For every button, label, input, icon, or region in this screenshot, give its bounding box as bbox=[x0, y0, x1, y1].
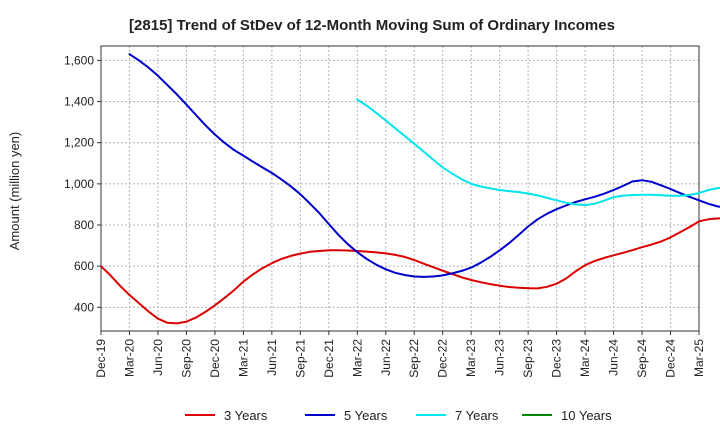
y-tick-label: 1,400 bbox=[64, 95, 94, 109]
series-layer bbox=[100, 53, 720, 325]
grid bbox=[100, 46, 700, 331]
x-tick-label: Sep-23 bbox=[521, 339, 535, 378]
legend-label: 7 Years bbox=[455, 408, 499, 423]
x-tick-label: Dec-19 bbox=[94, 339, 108, 378]
y-axis-ticks: 400 600 800 1,000 1,200 1,400 1,600 bbox=[64, 53, 101, 314]
x-tick-label: Dec-20 bbox=[208, 339, 222, 378]
x-tick-label: Mar-24 bbox=[578, 339, 592, 377]
x-tick-label: Jun-21 bbox=[265, 339, 279, 376]
x-tick-label: Dec-24 bbox=[664, 339, 678, 378]
x-tick-label: Mar-21 bbox=[236, 339, 250, 377]
x-tick-label: Dec-23 bbox=[550, 339, 564, 378]
legend-label: 3 Years bbox=[224, 408, 268, 423]
x-tick-label: Sep-21 bbox=[293, 339, 307, 378]
series-line-3 bbox=[356, 98, 720, 207]
x-tick-label: Sep-20 bbox=[179, 339, 193, 378]
x-axis-ticks: Dec-19 Mar-20 Jun-20 Sep-20 Dec-20 Mar-21 Jun-… bbox=[94, 331, 706, 378]
x-tick-label: Dec-21 bbox=[322, 339, 336, 378]
y-tick-label: 800 bbox=[74, 218, 94, 232]
series-line-2 bbox=[128, 53, 720, 278]
x-tick-label: Jun-23 bbox=[493, 339, 507, 376]
y-tick-label: 400 bbox=[74, 300, 94, 314]
legend: 3 Years 5 Years 7 Years 10 Years bbox=[185, 408, 612, 423]
y-tick-label: 1,000 bbox=[64, 177, 94, 191]
x-tick-label: Jun-22 bbox=[379, 339, 393, 376]
y-tick-label: 1,600 bbox=[64, 53, 94, 67]
x-tick-label: Jun-20 bbox=[151, 339, 165, 376]
x-tick-label: Sep-22 bbox=[407, 339, 421, 378]
x-tick-label: Mar-25 bbox=[692, 339, 706, 377]
series-line-1 bbox=[100, 217, 720, 325]
y-tick-label: 1,200 bbox=[64, 136, 94, 150]
x-tick-label: Mar-22 bbox=[350, 339, 364, 377]
x-tick-label: Dec-22 bbox=[436, 339, 450, 378]
legend-label: 5 Years bbox=[344, 408, 388, 423]
x-tick-label: Mar-20 bbox=[122, 339, 136, 377]
y-axis-label: Amount (million yen) bbox=[7, 132, 22, 251]
x-tick-label: Sep-24 bbox=[635, 339, 649, 378]
x-tick-label: Mar-23 bbox=[464, 339, 478, 377]
x-tick-label: Jun-24 bbox=[607, 339, 621, 376]
plot-area bbox=[100, 45, 700, 332]
legend-label: 10 Years bbox=[561, 408, 612, 423]
chart-title: [2815] Trend of StDev of 12-Month Moving… bbox=[129, 17, 615, 34]
y-tick-label: 600 bbox=[74, 259, 94, 273]
